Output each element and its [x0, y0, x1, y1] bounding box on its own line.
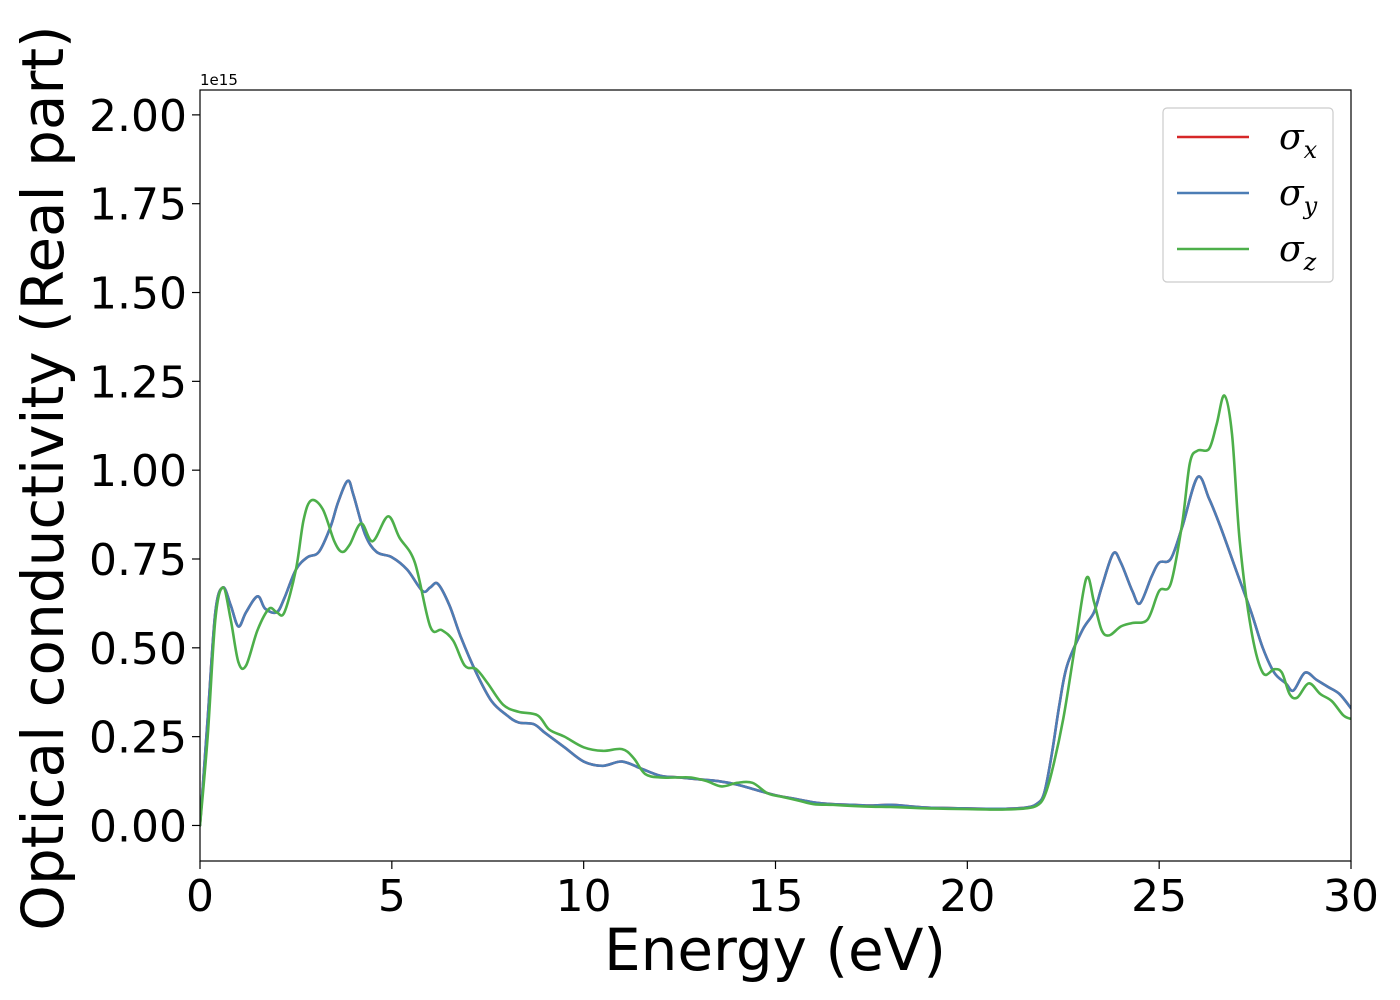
y-tick-label: 0.00 — [89, 801, 187, 852]
x-tick-label: 20 — [939, 871, 995, 922]
y-tick-label: 0.25 — [89, 713, 187, 764]
x-axis-label: Energy (eV) — [604, 916, 946, 984]
y-tick-label: 1.00 — [89, 446, 187, 497]
series-line-x — [200, 475, 1351, 827]
y-axis-ticks: 0.00 0.25 0.50 0.75 1.00 1.25 1.50 1.75 2.00 — [89, 91, 200, 852]
x-tick-label: 25 — [1131, 871, 1187, 922]
x-tick-label: 0 — [186, 871, 214, 922]
y-tick-label: 1.25 — [89, 357, 187, 408]
series-line-z — [200, 394, 1351, 827]
y-tick-label: 1.75 — [89, 180, 187, 231]
y-tick-label: 0.75 — [89, 535, 187, 586]
y-axis-label: Optical conductivity (Real part) — [9, 25, 77, 930]
legend-frame — [1162, 107, 1334, 283]
series-layer — [200, 394, 1351, 827]
y-tick-label: 0.50 — [89, 624, 187, 675]
series-line-y — [200, 475, 1351, 827]
y-tick-label: 2.00 — [89, 91, 187, 142]
y-offset-text: 1e15 — [200, 71, 238, 89]
y-tick-label: 1.50 — [89, 269, 187, 320]
x-tick-label: 15 — [748, 871, 804, 922]
x-tick-label: 10 — [556, 871, 612, 922]
x-axis-ticks: 0 5 10 15 20 25 30 — [186, 861, 1379, 922]
x-tick-label: 5 — [378, 871, 406, 922]
x-tick-label: 30 — [1323, 871, 1379, 922]
